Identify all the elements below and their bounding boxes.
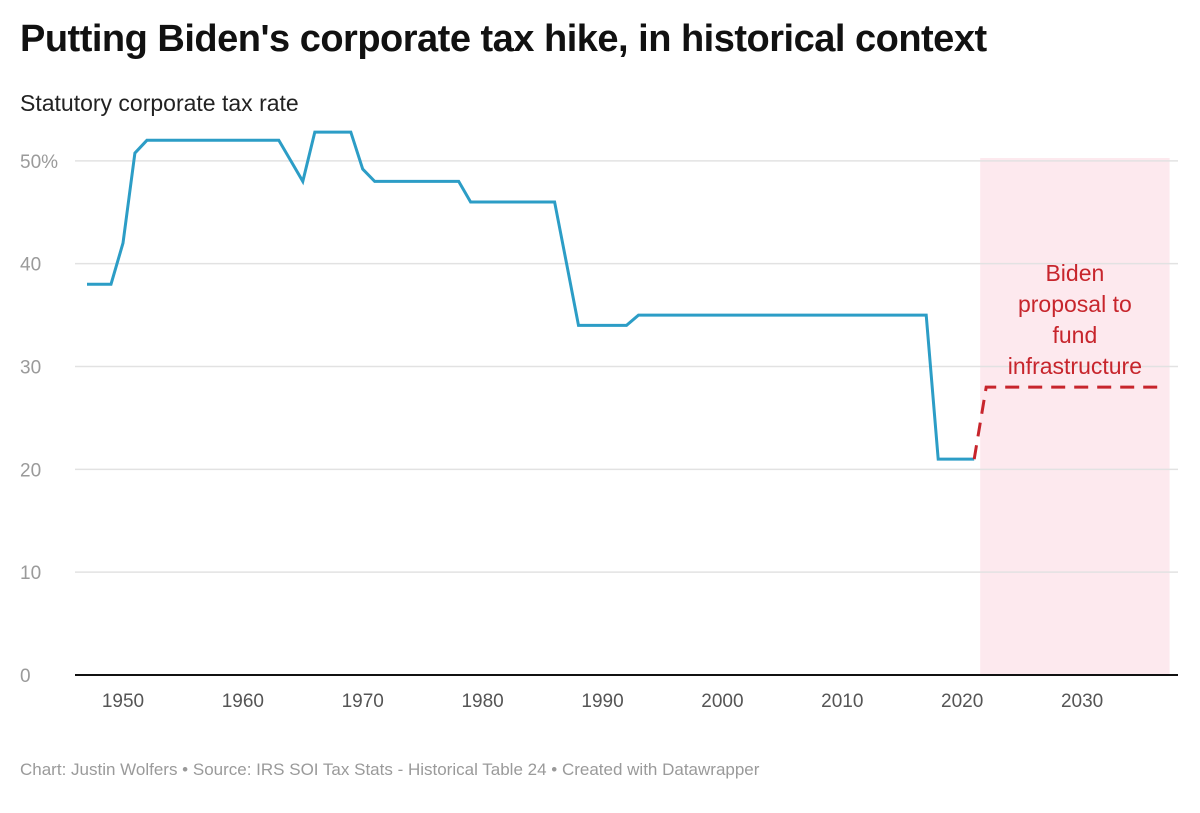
x-tick-label: 1990 — [581, 691, 623, 712]
y-tick-label: 30 — [20, 358, 41, 379]
annotation-label-line: Biden — [1045, 260, 1104, 286]
annotation-layer: Biden proposal to fund infrastructure — [1008, 260, 1142, 379]
y-tick-label: 20 — [20, 460, 41, 481]
x-tick-label: 1980 — [461, 691, 503, 712]
chart-title: Putting Biden's corporate tax hike, in h… — [20, 18, 987, 60]
highlight-layer — [980, 158, 1170, 675]
historical-series-line — [87, 130, 975, 461]
x-tick-label: 2000 — [701, 691, 743, 712]
annotation-label-line: fund — [1053, 322, 1098, 348]
x-tick-label: 2030 — [1061, 691, 1103, 712]
y-tick-label: 0 — [20, 666, 31, 687]
chart-subtitle: Statutory corporate tax rate — [20, 90, 299, 116]
series-layer — [87, 130, 1166, 461]
y-tick-label: 40 — [20, 255, 41, 276]
x-tick-label: 1970 — [342, 691, 384, 712]
chart-footer: Chart: Justin Wolfers • Source: IRS SOI … — [20, 760, 760, 779]
highlight-band — [980, 158, 1170, 675]
proposal-series-line — [972, 385, 1166, 460]
y-tick-label: 10 — [20, 563, 41, 584]
x-tick-label: 2010 — [821, 691, 863, 712]
x-tick-label: 2020 — [941, 691, 983, 712]
annotation-label-line: proposal to — [1018, 291, 1132, 317]
annotation-label-line: infrastructure — [1008, 353, 1142, 379]
y-tick-label: 50% — [20, 152, 58, 173]
x-tick-label: 1950 — [102, 691, 144, 712]
x-tick-label: 1960 — [222, 691, 264, 712]
grid-layer — [75, 160, 1178, 573]
